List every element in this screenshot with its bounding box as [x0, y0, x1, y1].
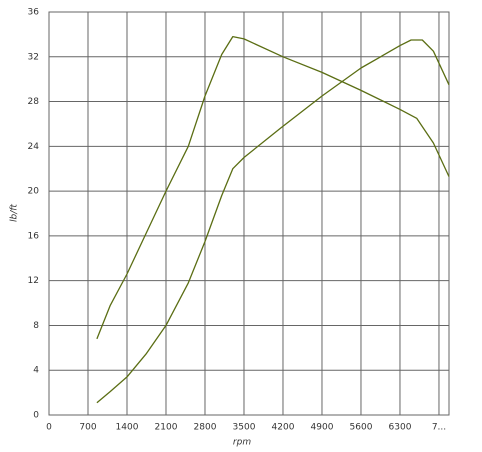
- x-tick-label: 0: [46, 423, 52, 433]
- x-tick-label: 700: [79, 423, 96, 433]
- x-tick-label: 4900: [311, 423, 334, 433]
- y-tick-label: 12: [28, 276, 39, 286]
- y-axis-label: lb/ft: [10, 204, 20, 222]
- x-tick-label: 6300: [389, 423, 412, 433]
- plot-border: [48, 11, 450, 416]
- x-tick-label: 4200: [272, 423, 295, 433]
- y-tick-label: 20: [28, 187, 40, 197]
- x-tick-label: 3500: [233, 423, 256, 433]
- x-tick-label: 7...: [432, 423, 446, 433]
- x-tick-label: 2100: [155, 423, 178, 433]
- y-tick-label: 36: [28, 8, 40, 18]
- y-tick-label: 32: [28, 52, 39, 62]
- x-tick-label: 1400: [116, 423, 139, 433]
- y-tick-label: 0: [33, 411, 39, 421]
- y-tick-label: 8: [33, 321, 39, 331]
- y-tick-label: 24: [28, 142, 40, 152]
- x-tick-label: 5600: [350, 423, 373, 433]
- line-series: [96, 35, 450, 340]
- y-tick-label: 16: [28, 231, 40, 241]
- x-tick-label: 2800: [194, 423, 217, 433]
- line-series: [96, 39, 450, 404]
- x-axis-label: rpm: [233, 438, 251, 448]
- y-tick-label: 28: [28, 97, 40, 107]
- y-tick-label: 4: [33, 366, 39, 376]
